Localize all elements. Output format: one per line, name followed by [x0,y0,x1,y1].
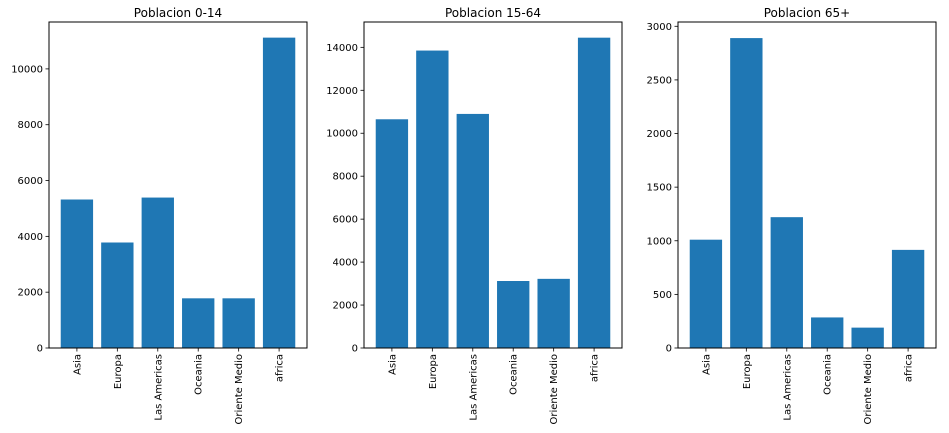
subplot-0: Poblacion 0-14 0 2000 4000 6000 8000 10000 As… [11,6,308,425]
x-tick-label: Europa [742,354,753,389]
subplot-1: Poblacion 15-64 0 2000 4000 6000 8000 10000 12… [326,6,623,425]
y-tick-label: 1500 [647,183,672,194]
x-tick-label: africa [275,354,286,382]
yticks-1: 0 2000 4000 6000 8000 10000 12000 14000 [326,43,364,355]
bar-oriente-medio [537,278,570,348]
y-tick-label: 6000 [333,215,358,226]
bar-africa [577,37,611,349]
y-tick-label: 500 [653,290,672,301]
chart-title-0: Poblacion 0-14 [134,6,222,20]
x-tick-label: Las Americas [782,354,793,421]
y-tick-label: 0 [352,344,358,355]
bar-las-americas [770,217,803,348]
bar-las-americas [141,197,174,348]
bar-asia [375,119,409,348]
bar-europa [416,50,449,349]
bar-oceania [497,281,530,348]
bar-asia [60,199,94,348]
y-tick-label: 4000 [18,232,43,243]
x-tick-label: Asia [387,354,398,375]
chart-title-2: Poblacion 65+ [764,6,850,20]
y-tick-label: 8000 [333,172,358,183]
x-tick-label: Oriente Medio [863,354,874,425]
x-tick-label: Las Americas [468,354,479,421]
y-tick-label: 14000 [326,43,358,54]
x-tick-label: Europa [113,354,124,389]
y-tick-label: 0 [37,344,43,355]
bar-oceania [182,298,215,348]
y-tick-label: 2000 [647,129,672,140]
x-tick-label: Europa [428,354,439,389]
bar-las-americas [456,113,489,348]
y-tick-label: 1000 [647,236,672,247]
y-tick-label: 2000 [333,301,358,312]
x-tick-label: Asia [701,354,712,375]
x-tick-label: Oceania [509,354,520,395]
bar-oceania [811,317,844,348]
bar-asia [689,239,723,348]
plot-frame-1 [363,21,623,349]
bar-africa [891,249,925,348]
chart-title-1: Poblacion 15-64 [445,6,541,20]
y-tick-label: 2000 [18,288,43,299]
bars-2 [689,38,925,349]
y-tick-label: 8000 [18,120,43,131]
y-tick-label: 0 [666,344,672,355]
xticks-2: Asia Europa Las Americas Oceania Oriente Med… [701,348,915,425]
xticks-1: Asia Europa Las Americas Oceania Oriente Med… [387,348,601,425]
bar-oriente-medio [851,327,884,349]
bars-1 [375,37,611,349]
bar-oriente-medio [222,298,255,348]
yticks-2: 0 500 1000 1500 2000 2500 3000 [647,22,678,355]
plot-frame-0 [48,21,308,349]
y-tick-label: 2500 [647,75,672,86]
bar-europa [730,38,763,349]
bar-europa [101,242,134,348]
y-tick-label: 10000 [326,129,358,140]
bars-0 [60,37,296,348]
x-tick-label: Asia [72,354,83,375]
yticks-0: 0 2000 4000 6000 8000 10000 [11,64,49,355]
x-tick-label: africa [590,354,601,382]
y-tick-label: 4000 [333,258,358,269]
y-tick-label: 12000 [326,86,358,97]
x-tick-label: Oriente Medio [549,354,560,425]
subplot-2: Poblacion 65+ 0 500 1000 1500 2000 2500 3000 A… [647,6,937,425]
x-tick-label: Oriente Medio [234,354,245,425]
xticks-0: Asia Europa Las Americas Oceania Oriente Med… [72,348,286,425]
x-tick-label: africa [904,354,915,382]
y-tick-label: 3000 [647,22,672,33]
bar-africa [262,37,296,348]
x-tick-label: Oceania [194,354,205,395]
y-tick-label: 6000 [18,176,43,187]
x-tick-label: Las Americas [153,354,164,421]
x-tick-label: Oceania [823,354,834,395]
y-tick-label: 10000 [11,64,43,75]
plot-frame-2 [677,21,937,349]
